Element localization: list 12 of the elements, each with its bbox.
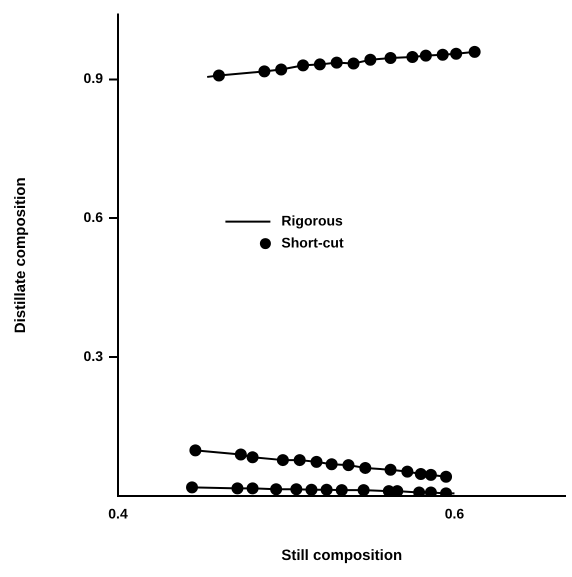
point bbox=[189, 444, 202, 456]
y-axis-title: Distillate composition bbox=[12, 177, 30, 334]
point bbox=[186, 481, 198, 494]
point bbox=[440, 470, 452, 483]
legend-label: Short-cut bbox=[281, 234, 344, 250]
x-tick-label: 0.4 bbox=[108, 505, 128, 522]
y-tick-label: 0.3 bbox=[84, 348, 104, 364]
point bbox=[468, 46, 481, 58]
y-tick-label: 0.9 bbox=[84, 70, 104, 86]
x-axis-title: Still composition bbox=[281, 547, 402, 564]
legend-label: Rigorous bbox=[281, 212, 344, 228]
y-tick-label: 0.6 bbox=[84, 209, 104, 226]
